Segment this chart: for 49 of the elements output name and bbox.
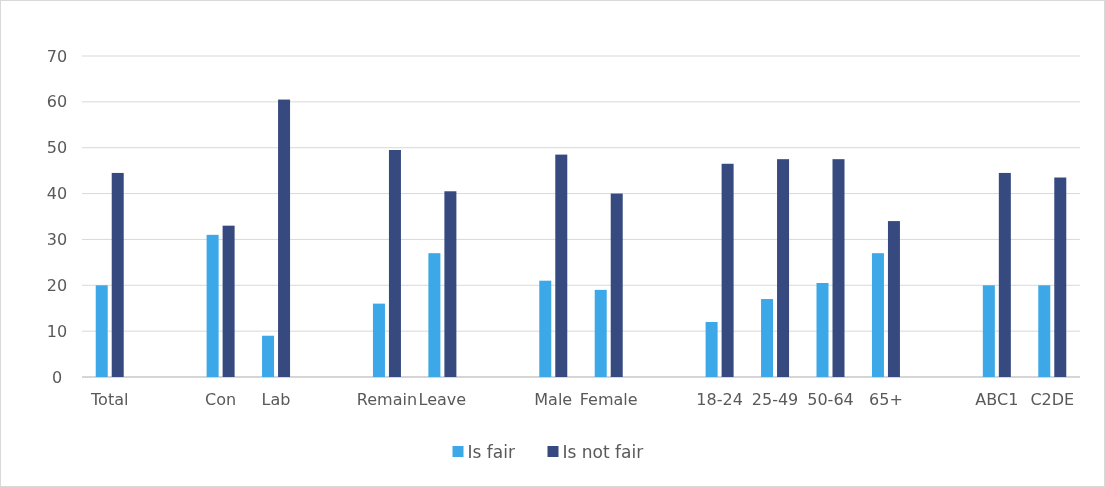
x-tick-label: Remain [356, 390, 418, 409]
x-tick-label: C2DE [1030, 390, 1075, 409]
x-tick-label: Female [579, 390, 638, 409]
x-tick-label: 18-24 [696, 390, 743, 409]
bar [222, 225, 235, 377]
bar [982, 285, 995, 377]
bar [998, 172, 1011, 377]
bar [111, 172, 124, 377]
bar [871, 253, 884, 377]
bar [887, 221, 900, 377]
bar [278, 99, 291, 377]
bar [428, 253, 441, 377]
bar [832, 159, 845, 377]
bar [539, 280, 552, 377]
bar [388, 150, 401, 377]
y-tick-label: 70 [46, 46, 68, 66]
bar [444, 191, 457, 377]
x-tick-label: 50-64 [807, 390, 854, 409]
bar [262, 335, 275, 377]
legend-label: Is not fair [562, 441, 644, 462]
y-tick-label: 0 [51, 367, 63, 387]
x-tick-label: Total [90, 390, 129, 409]
y-tick-label: 30 [46, 230, 68, 250]
y-tick-label: 50 [46, 138, 68, 158]
x-tick-label: Con [205, 390, 237, 409]
bar [594, 289, 607, 377]
x-tick-label: Leave [418, 390, 467, 409]
y-tick-label: 60 [46, 92, 68, 112]
bar [761, 299, 774, 377]
bar [1038, 285, 1051, 377]
bar [95, 285, 108, 377]
bar [610, 193, 623, 377]
x-tick-label: 65+ [869, 390, 903, 409]
bar [721, 163, 734, 377]
y-tick-label: 10 [46, 321, 68, 341]
bar [816, 282, 829, 377]
bar [705, 321, 718, 377]
bar [777, 159, 790, 377]
x-tick-label: ABC1 [975, 390, 1019, 409]
bar [206, 234, 219, 377]
y-tick-label: 40 [46, 184, 68, 204]
legend-label: Is fair [467, 441, 515, 462]
bar [1054, 177, 1067, 377]
bar [555, 154, 568, 377]
x-tick-label: 25-49 [751, 390, 799, 409]
bar [372, 303, 385, 377]
x-tick-label: Male [534, 390, 573, 409]
y-tick-label: 20 [46, 275, 68, 295]
x-tick-label: Lab [261, 390, 291, 409]
